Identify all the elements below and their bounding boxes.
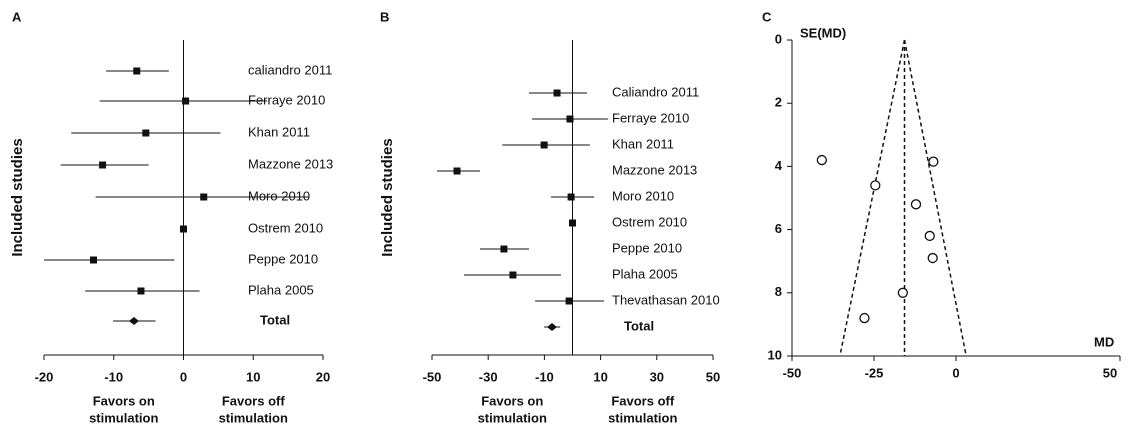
- study-label: Thevathasan 2010: [612, 292, 720, 307]
- x-tick-label: -10: [104, 369, 123, 384]
- study-label: Plaha 2005: [612, 266, 678, 281]
- x-note: stimulation: [478, 410, 547, 425]
- point-estimate: [509, 271, 517, 279]
- point-estimate: [566, 115, 574, 123]
- point-estimate: [200, 193, 208, 201]
- x-tick-label: -30: [479, 369, 498, 384]
- study-label: Caliandro 2011: [612, 84, 699, 99]
- x-tick-label: -20: [35, 369, 54, 384]
- x-tick-label: 0: [952, 365, 959, 380]
- study-point: [927, 252, 938, 264]
- x-note: Favors on: [481, 393, 543, 408]
- study-label: Ostrem 2010: [612, 214, 687, 229]
- panel-letter: B: [380, 9, 389, 24]
- y-tick-label: 2: [775, 95, 782, 110]
- x-note: Favors off: [611, 393, 675, 408]
- point-estimate: [133, 67, 141, 75]
- study-label: Total: [260, 312, 290, 327]
- funnel-side: [839, 39, 906, 357]
- y-tick-label: 4: [775, 158, 783, 173]
- x-note: Favors on: [93, 393, 155, 408]
- x-axis-title: MD: [1094, 334, 1114, 349]
- y-tick-label: 0: [775, 31, 782, 46]
- panel-letter: A: [12, 9, 22, 24]
- study-label: Peppe 2010: [248, 251, 318, 266]
- x-note: stimulation: [89, 410, 158, 425]
- study-label: Khan 2011: [612, 136, 674, 151]
- x-tick-label: -10: [535, 369, 554, 384]
- study-point: [870, 180, 881, 191]
- study-label: Moro 2010: [612, 188, 674, 203]
- x-tick-label: -50: [783, 365, 802, 380]
- x-note: Favors off: [222, 393, 286, 408]
- y-tick-label: 8: [775, 284, 782, 299]
- x-note: stimulation: [608, 410, 677, 425]
- point-estimate: [99, 161, 107, 169]
- study-label: Total: [624, 318, 654, 333]
- study-point: [816, 154, 827, 166]
- study-point: [859, 312, 870, 324]
- point-estimate: [180, 225, 187, 233]
- study-point: [928, 156, 939, 167]
- point-estimate: [569, 219, 576, 227]
- study-point: [897, 287, 909, 298]
- point-estimate: [453, 167, 461, 175]
- x-tick-label: 50: [1103, 365, 1117, 380]
- x-tick-label: 20: [316, 369, 330, 384]
- study-label: Mazzone 2013: [612, 162, 697, 177]
- study-label: Moro 2010: [248, 188, 310, 203]
- point-estimate: [553, 89, 561, 97]
- y-axis-title: Included studies: [9, 138, 26, 256]
- study-label: Ferraye 2010: [612, 110, 689, 125]
- point-estimate: [565, 297, 573, 305]
- x-tick-label: 30: [650, 369, 664, 384]
- study-point: [924, 230, 935, 242]
- study-label: Mazzone 2013: [248, 156, 333, 171]
- x-note: stimulation: [219, 410, 288, 425]
- point-estimate: [142, 129, 150, 137]
- study-label: Ferraye 2010: [248, 92, 325, 107]
- funnel-side: [903, 39, 967, 357]
- x-tick-label: 10: [246, 369, 260, 384]
- x-tick-label: 50: [706, 369, 720, 384]
- y-tick-label: 6: [775, 221, 782, 236]
- point-estimate: [540, 141, 548, 149]
- study-label: Ostrem 2010: [248, 220, 323, 235]
- x-tick-label: -50: [423, 369, 442, 384]
- study-label: Peppe 2010: [612, 240, 682, 255]
- point-estimate: [137, 287, 145, 295]
- y-tick-label: 10: [768, 347, 782, 362]
- study-point: [910, 199, 922, 210]
- point-estimate: [90, 256, 98, 264]
- y-axis-title: SE(MD): [800, 25, 846, 40]
- summary-diamond: [128, 317, 139, 325]
- x-tick-label: 10: [593, 369, 607, 384]
- x-tick-label: 0: [180, 369, 187, 384]
- study-label: Plaha 2005: [248, 282, 314, 297]
- study-label: Khan 2011: [248, 124, 310, 139]
- summary-diamond: [546, 323, 557, 331]
- point-estimate: [500, 245, 508, 253]
- point-estimate: [567, 193, 575, 201]
- panel-letter: C: [762, 9, 772, 24]
- point-estimate: [182, 97, 190, 105]
- y-axis-title: Included studies: [379, 138, 396, 256]
- x-tick-label: -25: [865, 365, 884, 380]
- study-label: caliandro 2011: [248, 62, 332, 77]
